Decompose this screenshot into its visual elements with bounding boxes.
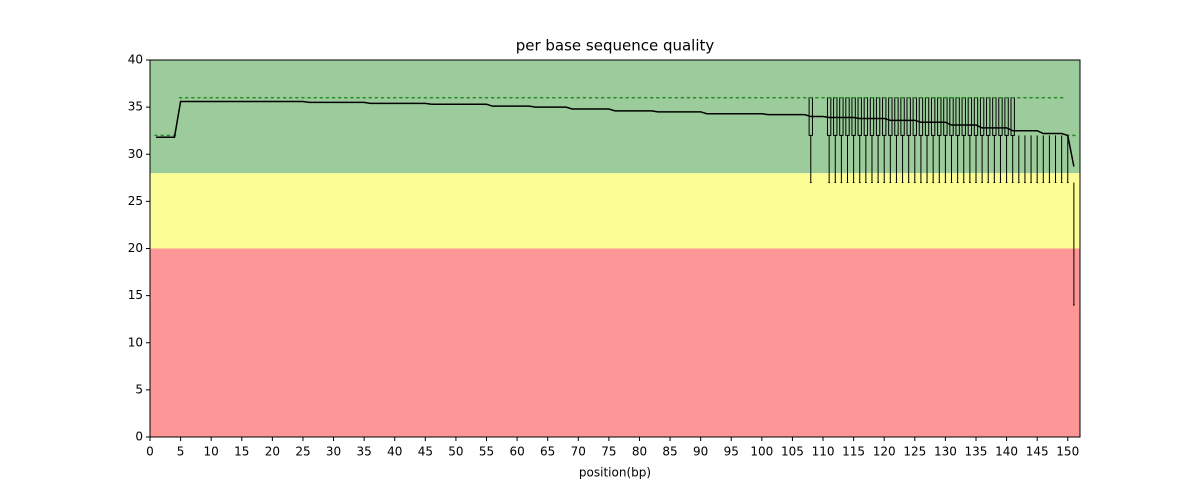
x-tick-label: 150	[1056, 445, 1079, 459]
x-tick-label: 40	[387, 445, 402, 459]
x-tick-label: 5	[177, 445, 185, 459]
x-tick-label: 75	[601, 445, 616, 459]
y-tick-label: 25	[128, 194, 143, 208]
x-axis-label: position(bp)	[579, 466, 651, 480]
x-tick-label: 115	[842, 445, 865, 459]
x-tick-label: 110	[812, 445, 835, 459]
plot-frame	[149, 59, 1081, 438]
mean-line	[156, 100, 1075, 167]
x-tick-label: 135	[965, 445, 988, 459]
y-tick-label: 10	[128, 335, 143, 349]
x-tick-label: 50	[448, 445, 463, 459]
x-tick-label: 105	[781, 445, 804, 459]
x-tick-label: 80	[632, 445, 647, 459]
y-tick-label: 30	[128, 147, 143, 161]
chart-title: per base sequence quality	[516, 37, 715, 55]
x-tick-label: 20	[265, 445, 280, 459]
x-tick-label: 145	[1026, 445, 1049, 459]
y-tick-label: 0	[135, 430, 143, 444]
y-tick-label: 15	[128, 288, 143, 302]
x-tick-label: 25	[295, 445, 310, 459]
x-tick-label: 95	[724, 445, 739, 459]
x-tick-label: 55	[479, 445, 494, 459]
quality-band	[150, 248, 1080, 437]
x-tick-label: 30	[326, 445, 341, 459]
plot-area: 0 5 10 15 20 25 30 35 40 0 5 10 15 20 25 30 35 40 45 50 55 60…	[128, 53, 1081, 459]
x-tick-label: 45	[418, 445, 433, 459]
x-tick-label: 65	[540, 445, 555, 459]
x-tick-label: 120	[873, 445, 896, 459]
x-tick-label: 15	[234, 445, 249, 459]
x-tick-label: 90	[693, 445, 708, 459]
x-tick-label: 140	[995, 445, 1018, 459]
y-tick-label: 20	[128, 241, 143, 255]
y-tick-label: 5	[135, 382, 143, 396]
quality-band	[150, 173, 1080, 249]
x-tick-label: 10	[204, 445, 219, 459]
x-tick-label: 125	[903, 445, 926, 459]
x-tick-label: 60	[509, 445, 524, 459]
x-tick-label: 35	[357, 445, 372, 459]
x-tick-label: 0	[146, 445, 154, 459]
x-tick-label: 100	[750, 445, 773, 459]
x-tick-label: 70	[571, 445, 586, 459]
y-tick-label: 40	[128, 53, 143, 67]
y-tick-label: 35	[128, 100, 143, 114]
x-tick-label: 85	[662, 445, 677, 459]
x-tick-label: 130	[934, 445, 957, 459]
